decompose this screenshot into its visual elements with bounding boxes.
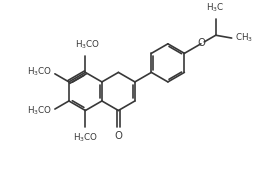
Text: H$_3$CO: H$_3$CO [27,66,52,78]
Text: O: O [198,38,206,48]
Text: H$_3$CO: H$_3$CO [73,131,98,144]
Text: H$_3$CO: H$_3$CO [27,105,52,117]
Text: CH$_3$: CH$_3$ [235,32,253,44]
Text: H$_3$C: H$_3$C [206,2,224,14]
Text: H$_3$CO: H$_3$CO [75,39,100,51]
Text: O: O [115,131,122,141]
